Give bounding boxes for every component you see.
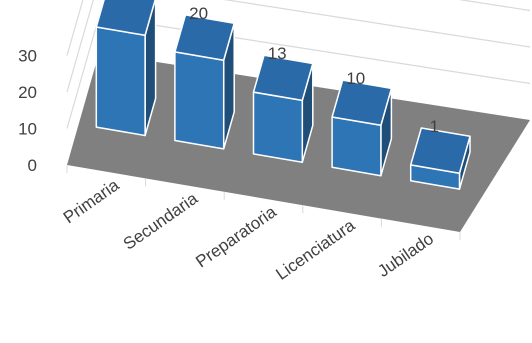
bar-preparatoria <box>252 54 314 164</box>
bar-front-face <box>331 116 382 177</box>
category-label: Jubilado <box>374 229 437 281</box>
data-label: 13 <box>268 44 287 63</box>
gridline-20 <box>66 0 531 93</box>
bars <box>95 0 471 190</box>
data-label: 10 <box>346 69 365 88</box>
bar-front-face <box>252 91 304 164</box>
y-tick-label: 20 <box>18 83 37 102</box>
bar-jubilado <box>409 127 471 190</box>
bar-top-face <box>409 127 471 174</box>
bar-top-face <box>252 54 314 102</box>
category-label: Preparatoria <box>192 202 280 272</box>
data-labels: 232013101 <box>189 4 439 136</box>
bar-top-face <box>331 79 393 127</box>
y-tick-label: 0 <box>28 156 37 175</box>
bar-licenciatura <box>331 79 393 177</box>
category-label: Licenciatura <box>272 215 358 283</box>
bar-secundaria <box>174 14 235 150</box>
y-tick-label: 30 <box>18 47 37 66</box>
bar-top-face <box>174 14 235 61</box>
category-label: Secundaria <box>120 189 202 254</box>
data-label: 20 <box>189 4 208 23</box>
gridline-30 <box>66 0 531 56</box>
y-axis: 0 10 20 30 <box>18 47 37 176</box>
bar-top-face <box>95 0 156 37</box>
data-label: 1 <box>430 117 439 136</box>
bar-front-face <box>174 51 225 150</box>
y-tick-label: 10 <box>18 120 37 139</box>
category-label: Primaria <box>60 175 123 227</box>
bar-primaria <box>95 0 157 137</box>
bar-front-face <box>95 26 146 137</box>
